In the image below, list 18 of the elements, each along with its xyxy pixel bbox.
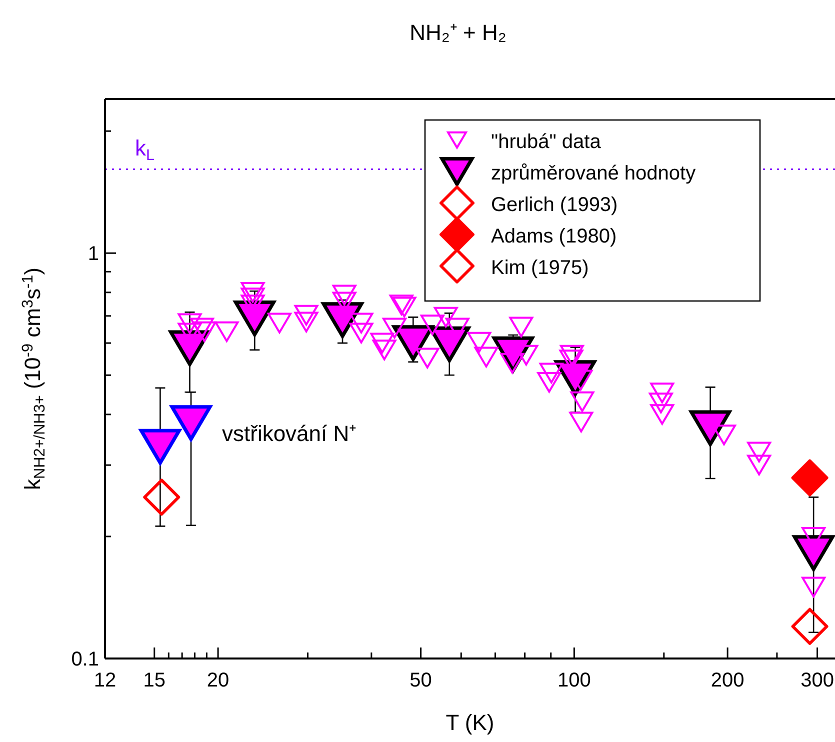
x-tick-label: 12 [94,670,116,692]
x-tick-label: 100 [557,670,591,692]
x-tick-label: 200 [710,670,744,692]
y-tick-label: 0.1 [71,648,99,670]
x-tick-label: 50 [410,670,432,692]
x-tick-label: 20 [206,670,230,692]
annotation: vstřikování N⁺ [222,421,356,446]
legend-label: zprůměrované hodnoty [491,162,696,184]
x-tick-label: 300 [800,670,834,692]
legend-label: "hrubá" data [491,131,602,153]
legend-label: Gerlich (1993) [491,194,618,216]
legend-label: Kim (1975) [491,257,589,279]
y-tick-label: 1 [88,243,99,266]
legend-label: Adams (1980) [491,226,617,248]
x-tick-label: 15 [143,670,166,692]
ref-line-label: k$_{L}$ [135,135,155,164]
chart-title: NH₂⁺ + H₂ [410,20,506,45]
x-axis-title: T (K) [446,710,494,735]
